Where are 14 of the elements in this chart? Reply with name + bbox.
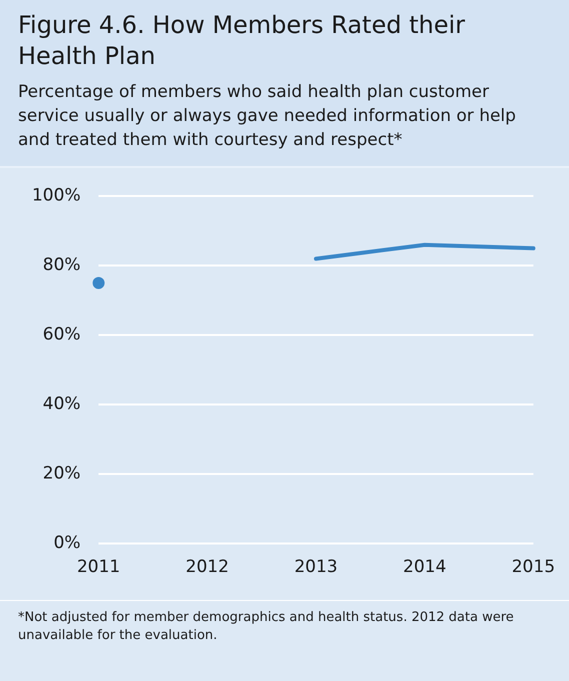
y-tick-label: 0%: [54, 533, 81, 554]
y-tick-label: 80%: [42, 255, 81, 276]
x-tick-label: 2011: [76, 557, 120, 578]
chart-subtitle: Percentage of members who said health plan customer service usually or always gave needed information or help and treated them with courtesy and respect*: [18, 81, 517, 152]
y-tick-label: 60%: [42, 324, 81, 345]
chart-title: Figure 4.6. How Members Rated their Health Plan: [18, 10, 466, 72]
x-tick-label: 2014: [403, 557, 446, 578]
y-tick-label: 40%: [42, 394, 81, 414]
x-tick-label: 2012: [186, 557, 229, 578]
y-tick-label: 20%: [42, 464, 81, 484]
x-tick-label: 2015: [512, 557, 555, 578]
y-tick-label: 100%: [32, 186, 81, 206]
text: *Not adjusted for member demographics and health status. 2012 data were unavailable for the evaluation.: [18, 609, 515, 645]
x-tick-label: 2013: [294, 557, 338, 578]
